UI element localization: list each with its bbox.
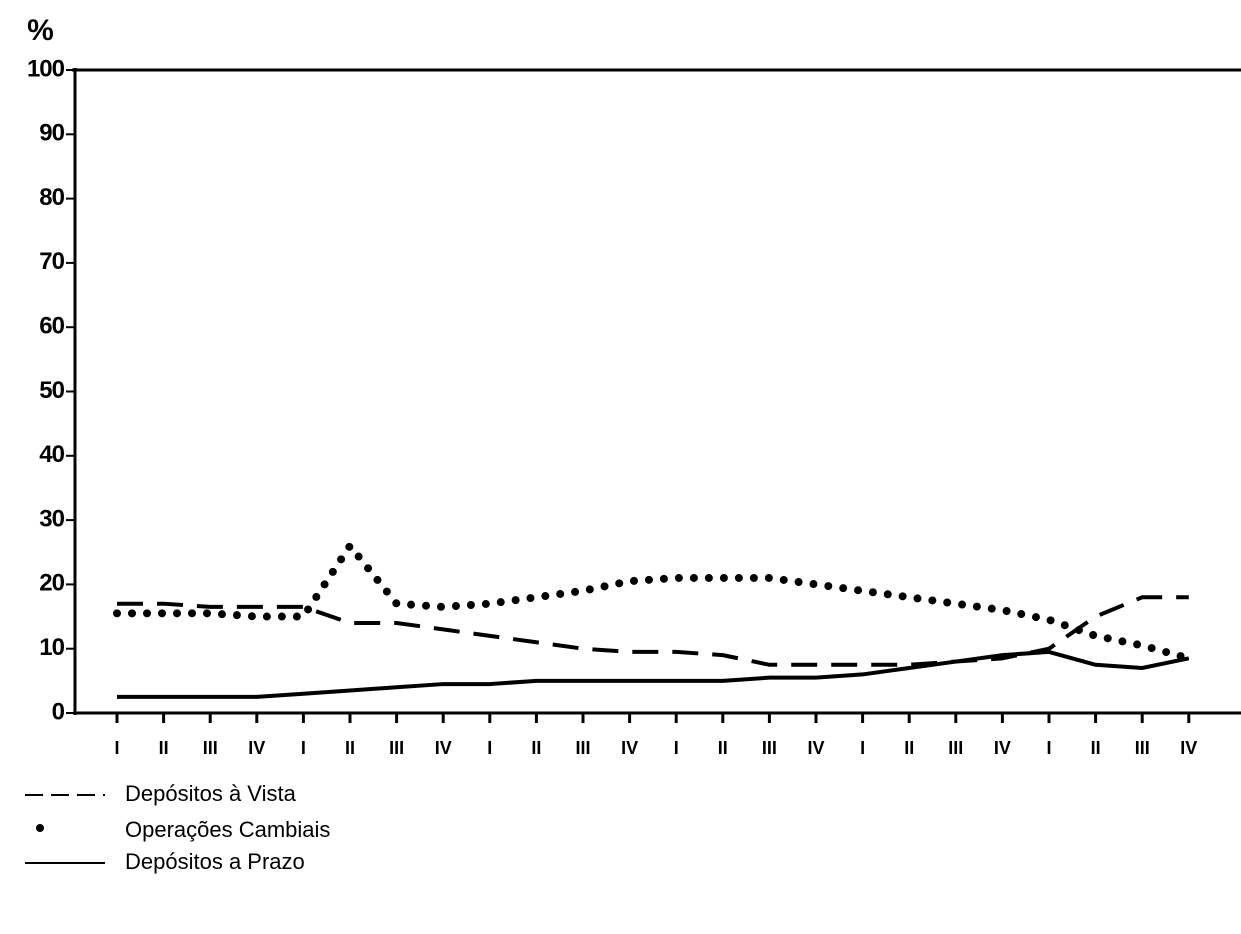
x-tick-label: III	[203, 738, 218, 758]
y-tick-label: 100	[27, 55, 65, 82]
x-tick-label: IV	[1180, 738, 1197, 758]
y-tick-label: 40	[39, 441, 64, 468]
x-tick-label: I	[114, 738, 119, 758]
x-tick-label: IV	[248, 738, 265, 758]
x-tick-label: I	[1046, 738, 1051, 758]
legend-label: Depósitos a Prazo	[125, 849, 305, 874]
y-tick-label: 30	[39, 505, 64, 532]
x-tick-label: I	[487, 738, 492, 758]
y-tick-label: 70	[39, 248, 64, 275]
y-axis-label: %	[27, 14, 53, 47]
x-tick-label: II	[1091, 738, 1101, 758]
x-tick-label: III	[575, 738, 590, 758]
series-line	[113, 541, 1193, 663]
legend-label: Operações Cambiais	[125, 817, 330, 842]
x-tick-label: II	[531, 738, 541, 758]
y-tick-label: 60	[39, 313, 64, 340]
y-tick-label: 20	[39, 570, 64, 597]
x-tick-label: IV	[807, 738, 824, 758]
legend-swatch	[36, 824, 44, 832]
x-tick-label: IV	[621, 738, 638, 758]
x-tick-label: I	[860, 738, 865, 758]
x-tick-label: II	[904, 738, 914, 758]
x-tick-label: II	[345, 738, 355, 758]
x-tick-label: II	[159, 738, 169, 758]
x-tick-label: III	[762, 738, 777, 758]
y-tick-label: 80	[39, 184, 64, 211]
y-tick-label: 0	[52, 698, 65, 725]
x-tick-label: III	[948, 738, 963, 758]
x-tick-label: I	[674, 738, 679, 758]
x-tick-label: IV	[994, 738, 1011, 758]
y-tick-label: 10	[39, 634, 64, 661]
legend-label: Depósitos à Vista	[125, 781, 297, 806]
y-tick-label: 90	[39, 120, 64, 147]
series-line	[117, 649, 1190, 699]
y-tick-label: 50	[39, 377, 64, 404]
x-tick-label: IV	[435, 738, 452, 758]
x-tick-label: III	[1135, 738, 1150, 758]
series-line	[117, 595, 1189, 667]
x-tick-label: II	[718, 738, 728, 758]
x-tick-label: III	[389, 738, 404, 758]
x-tick-label: I	[301, 738, 306, 758]
